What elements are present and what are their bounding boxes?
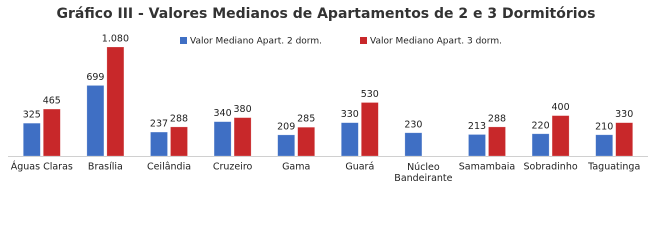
bar xyxy=(531,133,550,157)
bar xyxy=(595,134,614,157)
bar xyxy=(360,102,379,157)
legend-swatch xyxy=(180,37,187,44)
x-tick-label: Guará xyxy=(345,162,374,173)
bar xyxy=(404,132,423,157)
bar xyxy=(213,121,232,157)
x-tick-label: Águas Claras xyxy=(11,161,73,173)
x-tick-label: Samambaia xyxy=(459,162,516,173)
bar xyxy=(42,108,61,157)
page: {"chart_data": { "type": "bar", "title":… xyxy=(8,6,648,184)
value-label: 210 xyxy=(595,121,613,132)
bar xyxy=(22,122,41,157)
value-label: 209 xyxy=(277,121,295,132)
bar xyxy=(150,131,168,157)
value-label: 325 xyxy=(23,110,41,121)
value-label: 285 xyxy=(297,114,315,125)
value-label: 699 xyxy=(86,72,104,83)
bar xyxy=(297,126,316,157)
chart-title: Gráfico III - Valores Medianos de Aparta… xyxy=(56,6,595,22)
x-tick-label: Núcleo Bandeirante xyxy=(394,162,452,184)
bar xyxy=(106,46,125,157)
x-tick-label: Brasília xyxy=(88,162,123,173)
value-label: 330 xyxy=(615,109,633,120)
x-tick-label: Gama xyxy=(282,162,310,173)
value-label: 230 xyxy=(404,119,422,130)
value-label: 288 xyxy=(170,113,188,124)
bar xyxy=(488,126,506,157)
x-tick-label: Ceilândia xyxy=(147,162,191,173)
value-label: 380 xyxy=(234,104,252,115)
value-label: 237 xyxy=(150,119,168,130)
bar xyxy=(277,134,296,157)
value-label: 340 xyxy=(214,108,232,119)
bar xyxy=(170,126,188,157)
legend-label: Valor Mediano Apart. 3 dorm. xyxy=(370,37,502,47)
value-label: 288 xyxy=(488,113,506,124)
x-tick-label: Sobradinho xyxy=(524,162,578,173)
value-label: 213 xyxy=(468,121,486,132)
bar xyxy=(615,122,634,157)
chart: Gráfico III - Valores Medianos de Aparta… xyxy=(8,6,648,184)
x-tick-label: Taguatinga xyxy=(587,162,640,173)
legend-swatch xyxy=(360,37,367,44)
legend-label: Valor Mediano Apart. 2 dorm. xyxy=(190,37,322,47)
value-label: 330 xyxy=(341,109,359,120)
bar xyxy=(340,122,359,157)
value-label: 1.080 xyxy=(102,34,129,45)
value-label: 530 xyxy=(361,89,379,100)
bar xyxy=(233,117,252,157)
value-label: 400 xyxy=(552,102,570,113)
bar xyxy=(86,85,105,157)
x-tick-label: Cruzeiro xyxy=(213,162,253,173)
bar xyxy=(551,115,570,157)
value-label: 465 xyxy=(43,96,61,107)
value-label: 220 xyxy=(532,120,550,131)
bar xyxy=(468,134,486,157)
